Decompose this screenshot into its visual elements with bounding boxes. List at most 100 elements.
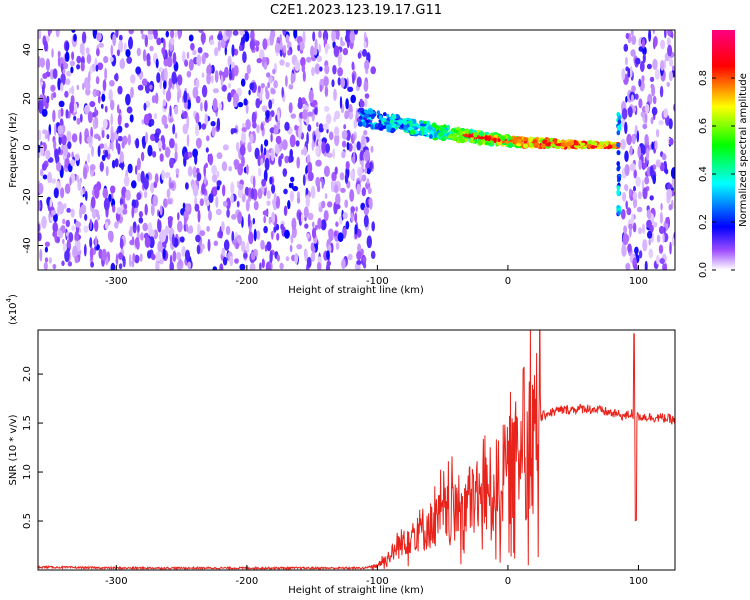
spectrogram-cell <box>204 113 208 127</box>
spectrogram-cell <box>136 172 142 183</box>
spectrogram-cell <box>186 134 190 147</box>
spectrogram-cell <box>342 47 349 56</box>
spectrogram-cell <box>109 80 115 87</box>
spectrogram-cell <box>131 260 135 268</box>
spectrogram-cell <box>149 229 155 238</box>
spectrogram-cell <box>96 244 100 251</box>
spectrogram-cell <box>115 30 119 38</box>
spectrogram-cell <box>65 219 71 228</box>
spectrogram-cell <box>285 34 290 43</box>
spectrogram-cell <box>320 219 327 231</box>
spectrogram-cell <box>278 155 282 167</box>
spectrogram-cell <box>162 48 166 58</box>
spectrogram-cell <box>631 35 637 45</box>
spectrogram-cell <box>368 161 373 170</box>
spectrogram-cell <box>349 189 355 202</box>
spectrogram-cell <box>52 109 56 123</box>
spectrogram-cell <box>44 246 49 253</box>
spectrogram-cell <box>361 159 364 170</box>
spectrogram-cell <box>75 221 82 228</box>
spectrogram-cell <box>322 123 329 130</box>
spectrogram-cell <box>631 134 636 145</box>
spectrogram-cell <box>141 78 148 86</box>
spectrogram-cell <box>353 134 356 141</box>
spectrogram-cell <box>469 140 475 144</box>
spectrogram-cell <box>263 147 267 156</box>
spectrogram-cell <box>215 196 219 208</box>
spectrogram-cell <box>344 110 350 118</box>
spectrogram-cell <box>123 203 128 210</box>
spectrogram-cell <box>174 132 178 139</box>
spectrogram-cell <box>70 66 74 74</box>
spectrogram-cell <box>217 40 221 52</box>
spectrogram-cell <box>644 103 650 113</box>
spectrogram-cell <box>111 141 114 152</box>
spectrogram-cell <box>95 116 99 129</box>
spectrogram-cell <box>195 78 200 89</box>
spectrogram-cell <box>273 226 277 233</box>
spectrogram-cell <box>366 235 372 249</box>
spectrogram-xtick-label: -100 <box>366 276 389 287</box>
spectrogram-cell <box>650 117 654 125</box>
spectrogram-cell <box>644 176 650 185</box>
spectrogram-cell <box>651 141 654 150</box>
spectrogram-cell <box>340 41 346 47</box>
spectrogram-cell <box>314 63 321 75</box>
spectrogram-cell <box>283 188 288 195</box>
spectrogram-cell <box>156 72 161 84</box>
spectrogram-cell <box>223 239 230 251</box>
spectrogram-cell <box>137 84 144 91</box>
spectrogram-cell <box>65 41 70 52</box>
spectrogram-cell <box>275 195 281 209</box>
spectrogram-cell <box>89 237 93 249</box>
spectrogram-cell <box>540 143 546 149</box>
spectrogram-cell <box>345 98 349 110</box>
spectrogram-cell <box>38 182 44 195</box>
spectrogram-cell <box>85 190 88 201</box>
spectrogram-cell <box>197 223 200 235</box>
spectrogram-cell <box>268 99 273 110</box>
spectrogram-cell <box>70 159 76 167</box>
spectrogram-cell <box>359 168 362 181</box>
spectrogram-cell <box>270 88 276 95</box>
spectrogram-cell <box>326 250 330 260</box>
spectrogram-cell <box>306 256 312 269</box>
spectrogram-cell <box>646 209 652 220</box>
spectrogram-cell <box>87 111 93 124</box>
spectrogram-cell <box>323 210 329 222</box>
spectrogram-cell <box>626 133 632 146</box>
spectrogram-cell <box>109 56 114 62</box>
spectrogram-cell <box>459 138 466 144</box>
spectrogram-cell <box>165 30 169 38</box>
spectrogram-cell <box>147 30 153 36</box>
spectrogram-cell <box>528 136 534 143</box>
spectrogram-cell <box>508 136 513 140</box>
spectrogram-cell <box>97 145 101 158</box>
spectrogram-cell <box>590 145 596 149</box>
spectrogram-cell <box>546 137 551 144</box>
spectrogram-cell <box>142 49 147 62</box>
spectrogram-cell <box>56 161 62 172</box>
spectrogram-cell <box>656 128 660 138</box>
spectrogram-cell <box>281 86 285 98</box>
spectrogram-cell <box>82 167 88 180</box>
spectrogram-cell <box>666 81 670 88</box>
spectrogram-cell <box>52 263 57 270</box>
spectrogram-cell <box>133 221 137 228</box>
spectrogram-cell <box>92 208 97 220</box>
spectrogram-cell <box>487 136 491 142</box>
spectrogram-cell <box>170 30 175 39</box>
spectrogram-cell <box>243 252 248 259</box>
spectrogram-cell <box>140 232 144 241</box>
spectrogram-cell <box>631 94 634 102</box>
spectrogram-cell <box>195 234 201 243</box>
spectrogram-cell <box>534 142 540 147</box>
spectrogram-cell <box>183 90 188 103</box>
spectrogram-cell <box>295 140 300 147</box>
spectrogram-cell <box>201 123 207 130</box>
spectrogram-cell <box>119 151 124 163</box>
spectrogram-cell <box>168 78 173 90</box>
spectrogram-cell <box>334 110 341 120</box>
spectrogram-cell <box>271 211 276 225</box>
spectrogram-cell <box>341 130 348 140</box>
